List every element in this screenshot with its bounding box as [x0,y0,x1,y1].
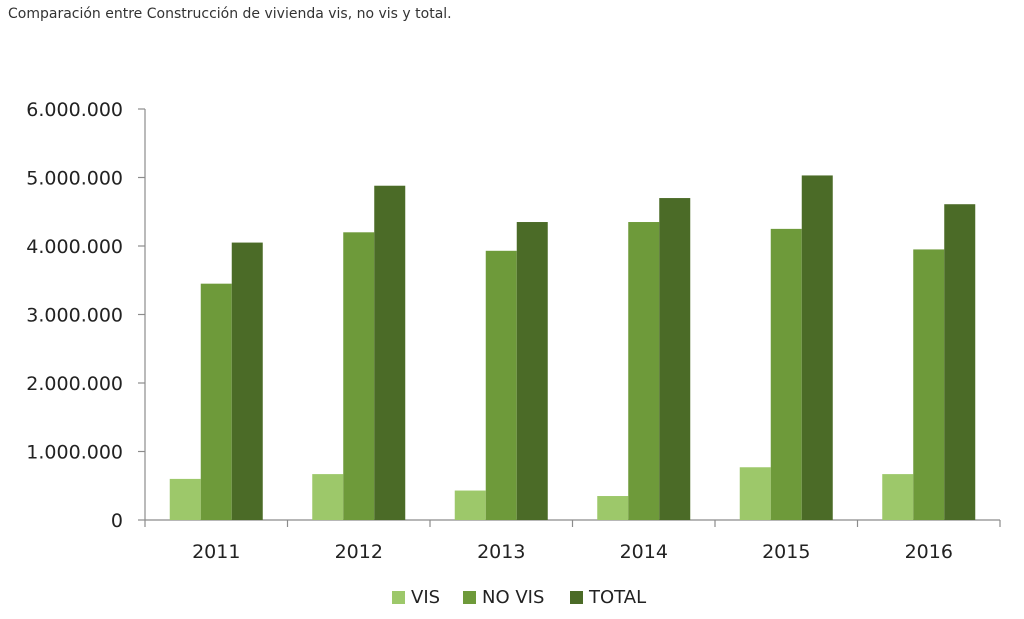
bar-no-vis-2016 [913,249,945,521]
legend-swatch-no-vis [463,591,476,604]
legend-swatch-vis [392,591,405,604]
y-tick-label: 3.000.000 [26,305,123,327]
legend-label: NO VIS [482,587,544,608]
bar-no-vis-2012 [343,232,375,521]
bar-total-2012 [374,185,406,520]
bar-vis-2012 [312,474,344,520]
y-tick-label: 1.000.000 [26,442,123,464]
chart-title: Comparación entre Construcción de vivien… [8,6,452,22]
bar-no-vis-2013 [485,250,517,521]
y-axis: 0 1.000.000 2.000.000 3.000.000 4.000.000 5.0… [26,99,146,532]
y-tick-label: 0 [111,510,123,532]
legend-label: VIS [411,587,440,608]
x-tick-label: 2012 [335,541,383,563]
legend-label: TOTAL [588,587,646,608]
y-tick-label: 6.000.000 [26,99,123,121]
bar-total-2011 [231,242,263,520]
bar-total-2016 [944,204,976,520]
x-tick-label: 2014 [620,541,668,563]
legend: VIS NO VIS TOTAL [392,587,646,608]
x-tick-label: 2016 [905,541,953,563]
bar-no-vis-2014 [628,222,660,520]
bars [169,175,976,521]
bar-vis-2014 [597,496,629,520]
y-tick-label: 5.000.000 [26,168,123,190]
bar-vis-2015 [739,467,771,520]
x-tick-label: 2011 [192,541,240,563]
x-tick-label: 2015 [762,541,810,563]
bar-no-vis-2015 [770,228,802,520]
legend-swatch-total [570,591,583,604]
bar-total-2014 [659,198,691,521]
x-axis: 2011 2012 2013 2014 2015 2016 [144,519,1001,563]
x-tick-label: 2013 [477,541,525,563]
y-tick-label: 4.000.000 [26,236,123,258]
y-tick-label: 2.000.000 [26,373,123,395]
bar-no-vis-2011 [200,283,232,520]
bar-vis-2013 [454,490,486,520]
bar-total-2015 [801,175,833,520]
bar-vis-2016 [882,474,914,520]
bar-total-2013 [516,222,548,520]
bar-vis-2011 [169,478,201,520]
